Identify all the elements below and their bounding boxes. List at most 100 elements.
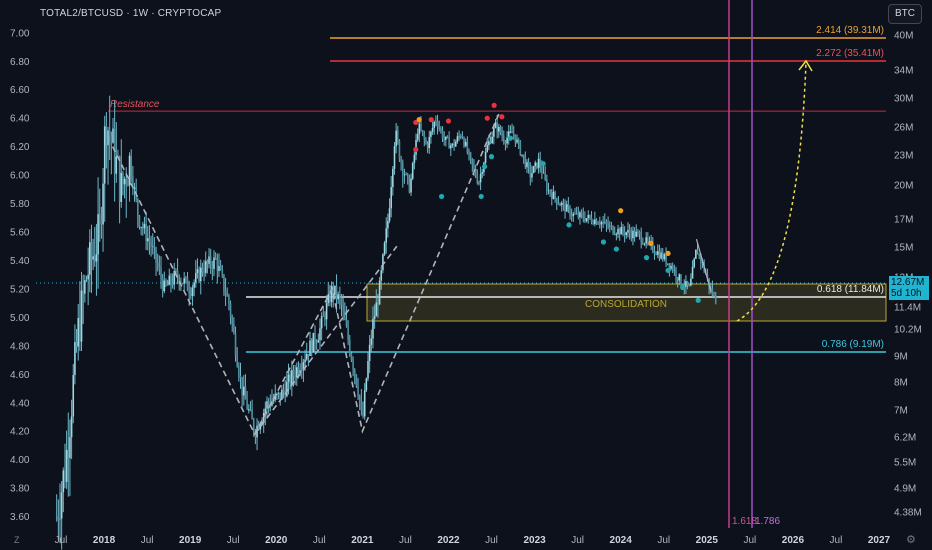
right-axis-tick: 15M xyxy=(894,243,913,254)
signal-dot-red xyxy=(428,117,434,123)
signal-dot-teal xyxy=(507,135,514,141)
left-axis-tick: 6.00 xyxy=(10,171,30,182)
pattern-zigzag xyxy=(111,110,501,436)
right-axis-tick: 34M xyxy=(894,66,913,77)
left-axis-tick: 5.00 xyxy=(10,313,30,324)
left-axis-tick: 5.80 xyxy=(10,199,30,210)
x-axis-tick: Jul xyxy=(227,535,240,546)
signal-dot-red xyxy=(445,118,452,124)
x-axis-tick: 2020 xyxy=(265,535,288,546)
right-axis-tick: 17M xyxy=(894,215,913,226)
signal-dot-red xyxy=(499,114,505,120)
right-axis-tick: 10.2M xyxy=(894,325,922,336)
right-axis-tick: 5.5M xyxy=(894,458,916,469)
left-axis-tick: 7.00 xyxy=(10,28,30,39)
left-axis-tick: 6.80 xyxy=(10,57,30,68)
settings-gear-icon[interactable]: ⚙ xyxy=(906,534,916,546)
projection-arrowhead xyxy=(798,59,813,72)
right-axis-tick: 7M xyxy=(894,406,908,417)
fib-0618-label: 0.618 (11.84M) xyxy=(817,284,884,295)
x-axis-tick: Jul xyxy=(830,535,843,546)
x-axis-tick: 2026 xyxy=(782,535,805,546)
x-axis-tick: 2018 xyxy=(93,535,116,546)
signal-dot-teal xyxy=(438,193,445,200)
left-axis-tick: 4.00 xyxy=(10,455,30,466)
right-axis-tick: 23M xyxy=(894,151,913,162)
x-axis-tick: Jul xyxy=(313,535,326,546)
x-axis-tick: Jul xyxy=(55,535,68,546)
x-axis-tick: 2025 xyxy=(696,535,719,546)
signal-dot-red xyxy=(413,146,419,153)
signal-dot-teal xyxy=(643,255,650,261)
signal-dot-teal xyxy=(478,193,484,200)
right-axis-tick: 6.2M xyxy=(894,433,916,444)
symbol-header: TOTAL2/BTCUSD · 1W · CRYPTOCAP xyxy=(40,8,222,19)
fib-2414-label: 2.414 (39.31M) xyxy=(816,25,884,36)
left-axis-tick: 6.40 xyxy=(10,114,30,125)
currency-button[interactable]: BTC xyxy=(888,4,922,24)
x-axis-tick: Jul xyxy=(399,535,412,546)
current-price-value: 12.67M xyxy=(891,277,925,288)
signal-dot-teal xyxy=(613,246,619,252)
x-axis-tick: 2022 xyxy=(437,535,460,546)
x-axis-tick: Jul xyxy=(141,535,154,546)
x-axis-tick: 2023 xyxy=(523,535,546,546)
left-axis-tick: 5.60 xyxy=(10,228,30,239)
overlays xyxy=(111,59,813,436)
signal-dot-orange xyxy=(648,240,654,247)
signal-dot-teal xyxy=(482,163,488,170)
signal-dot-teal xyxy=(695,297,701,303)
pattern-wedge-line xyxy=(695,238,712,292)
signal-dot-orange xyxy=(665,250,671,256)
timezone-icon[interactable]: Z xyxy=(14,535,20,545)
fib-2272-label: 2.272 (35.41M) xyxy=(816,48,884,59)
signal-dot-teal xyxy=(665,267,671,274)
right-axis-tick: 9M xyxy=(894,352,908,363)
x-axis-tick: 2024 xyxy=(610,535,633,546)
x-axis-tick: Jul xyxy=(485,535,498,546)
left-axis-tick: 3.60 xyxy=(10,512,30,523)
right-axis-tick: 8M xyxy=(894,378,908,389)
x-axis-tick: 2021 xyxy=(351,535,374,546)
signal-dot-red xyxy=(491,102,497,108)
consolidation-zone xyxy=(366,283,887,322)
x-axis-tick: 2027 xyxy=(868,535,891,546)
signal-dot-teal xyxy=(540,161,546,167)
bar-countdown: 5d 10h xyxy=(891,288,922,299)
right-axis-tick: 4.9M xyxy=(894,484,916,495)
signal-dot-teal xyxy=(600,239,607,245)
x-axis-tick: 2019 xyxy=(179,535,202,546)
signal-dot-orange xyxy=(618,208,624,214)
zones: CONSOLIDATION Resistance 2.414 (39.31M) 2.2… xyxy=(36,0,887,528)
left-axis-tick: 4.40 xyxy=(10,398,30,409)
fib-time-1618-label: 1.618 xyxy=(732,516,757,527)
left-axis-tick: 5.20 xyxy=(10,284,30,295)
consolidation-label: CONSOLIDATION xyxy=(585,299,667,310)
signal-dot-red xyxy=(484,115,490,121)
current-price-tag: 12.67M 5d 10h xyxy=(889,276,929,300)
left-axis-tick: 4.80 xyxy=(10,341,30,352)
left-axis-tick: 3.80 xyxy=(10,484,30,495)
x-axis-tick: Jul xyxy=(657,535,670,546)
right-axis-tick: 40M xyxy=(894,31,913,42)
x-axis-tick: Jul xyxy=(743,535,756,546)
signal-dot-teal xyxy=(680,284,686,291)
left-axis-tick: 5.40 xyxy=(10,256,30,267)
signal-dot-orange xyxy=(416,117,422,123)
right-axis-tick: 20M xyxy=(894,181,913,192)
signal-dot-teal xyxy=(566,222,572,228)
axes: 3.60 3.80 4.00 4.20 4.40 4.60 4.80 5.00 5.20 5.40… xyxy=(10,28,922,546)
right-axis-tick: 26M xyxy=(894,123,913,134)
left-axis-tick: 4.60 xyxy=(10,370,30,381)
resistance-label: Resistance xyxy=(110,99,160,110)
signal-dot-red xyxy=(413,119,419,126)
left-axis-tick: 6.60 xyxy=(10,85,30,96)
x-axis-tick: Jul xyxy=(571,535,584,546)
right-axis-tick: 11.4M xyxy=(894,303,921,314)
signal-dot-teal xyxy=(488,154,495,160)
left-axis-tick: 6.20 xyxy=(10,142,30,153)
right-axis-tick: 30M xyxy=(894,94,913,105)
right-axis-tick: 4.38M xyxy=(894,508,922,519)
